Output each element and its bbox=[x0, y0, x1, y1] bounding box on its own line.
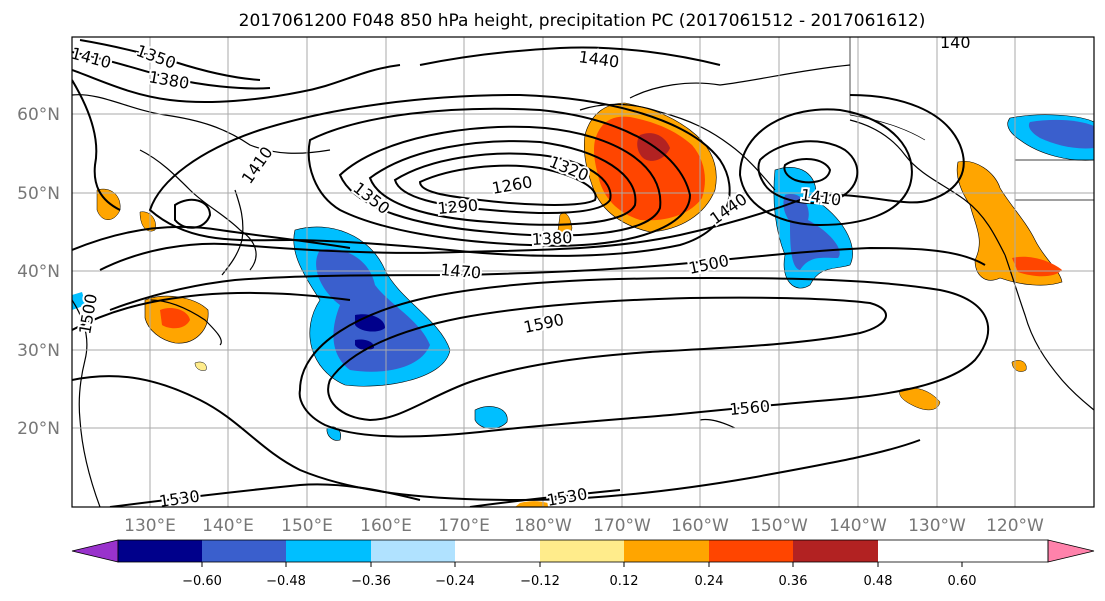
colorbar-tick-label: 0.12 bbox=[610, 574, 639, 589]
colorbar-tick-label: −0.12 bbox=[520, 574, 560, 589]
colorbar-segment bbox=[371, 540, 455, 562]
graticule bbox=[72, 37, 1094, 507]
lon-label: 180°W bbox=[514, 516, 572, 536]
lon-label: 140°W bbox=[829, 516, 887, 536]
lon-label: 150°W bbox=[750, 516, 808, 536]
colorbar-high-extension bbox=[1047, 539, 1095, 563]
map-plot-area: 1350 1410 1380 1440 1320 1260 1290 1350 … bbox=[71, 33, 1095, 510]
lon-label: 160°W bbox=[671, 516, 729, 536]
colorbar-segment bbox=[118, 540, 202, 562]
colorbar: −0.60 −0.48 −0.36 −0.24 −0.12 0.12 0.24 0.36 0.4… bbox=[71, 539, 1095, 589]
colorbar-tick-label: −0.36 bbox=[351, 574, 391, 589]
longitude-labels: 130°E 140°E 150°E 160°E 170°E 180°W 170°… bbox=[124, 516, 1044, 536]
contour-label: 140 bbox=[940, 33, 971, 52]
precip-negative-shading bbox=[72, 114, 1094, 441]
lon-label: 150°E bbox=[281, 516, 333, 536]
lon-label: 160°E bbox=[360, 516, 412, 536]
lat-label: 30°N bbox=[17, 341, 60, 361]
lat-label: 40°N bbox=[17, 262, 60, 282]
colorbar-segment bbox=[624, 540, 709, 562]
lat-label: 60°N bbox=[17, 105, 60, 125]
colorbar-ticks: −0.60 −0.48 −0.36 −0.24 −0.12 0.12 0.24 0.36 0.4… bbox=[182, 562, 976, 589]
contour-label: 1380 bbox=[531, 228, 573, 249]
coastlines bbox=[72, 64, 1094, 507]
lat-label: 50°N bbox=[17, 184, 60, 204]
plot-background bbox=[72, 37, 1094, 507]
colorbar-segment bbox=[455, 540, 540, 562]
colorbar-low-extension bbox=[71, 539, 119, 563]
colorbar-tick-label: 0.60 bbox=[948, 574, 977, 589]
lon-label: 120°W bbox=[986, 516, 1044, 536]
contour-label: 1530 bbox=[158, 486, 201, 510]
latitude-labels: 60°N 50°N 40°N 30°N 20°N bbox=[17, 105, 60, 439]
colorbar-segment bbox=[286, 540, 371, 562]
colorbar-segments bbox=[118, 540, 878, 562]
plot-frame bbox=[71, 36, 1095, 508]
colorbar-tick-label: 0.36 bbox=[779, 574, 808, 589]
contour-label: 1290 bbox=[437, 196, 479, 218]
colorbar-tick-label: 0.24 bbox=[695, 574, 724, 589]
contour-label: 1470 bbox=[440, 260, 482, 282]
colorbar-tick-label: −0.60 bbox=[182, 574, 222, 589]
colorbar-tick-label: 0.48 bbox=[864, 574, 893, 589]
lon-label: 140°E bbox=[202, 516, 254, 536]
colorbar-segment bbox=[202, 540, 286, 562]
contour-label: 1560 bbox=[729, 397, 771, 419]
colorbar-tick-label: −0.24 bbox=[435, 574, 475, 589]
lon-label: 130°E bbox=[124, 516, 176, 536]
lat-label: 20°N bbox=[17, 419, 60, 439]
lon-label: 170°W bbox=[593, 516, 651, 536]
colorbar-segment bbox=[540, 540, 624, 562]
map-title: 2017061200 F048 850 hPa height, precipit… bbox=[239, 11, 926, 31]
height-contours bbox=[72, 39, 990, 507]
colorbar-frame bbox=[117, 539, 1049, 563]
colorbar-segment bbox=[709, 540, 793, 562]
colorbar-tick-label: −0.48 bbox=[266, 574, 306, 589]
lon-label: 130°W bbox=[908, 516, 966, 536]
lon-label: 170°E bbox=[438, 516, 490, 536]
colorbar-segment bbox=[793, 540, 878, 562]
